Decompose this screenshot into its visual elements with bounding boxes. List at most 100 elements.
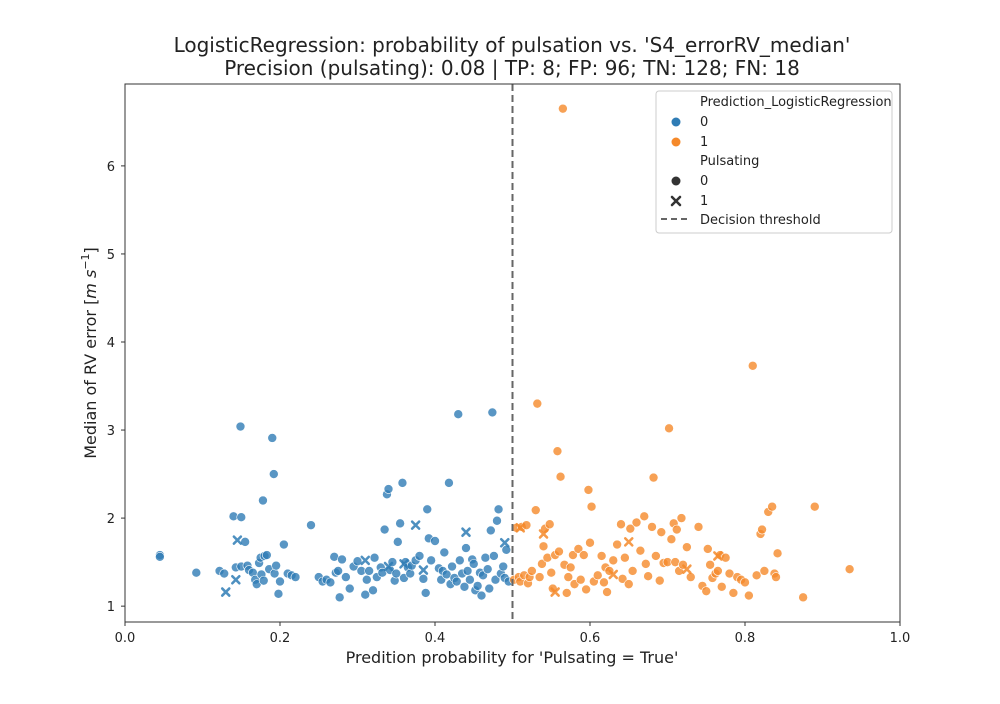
data-point-pulsating xyxy=(682,564,692,574)
data-point xyxy=(555,471,566,482)
data-point xyxy=(447,561,457,572)
data-point xyxy=(391,568,402,579)
legend-marker-pred0 xyxy=(671,117,681,127)
legend-marker-pulsating0 xyxy=(671,176,681,186)
data-point xyxy=(728,588,739,598)
data-point xyxy=(705,559,715,570)
data-point-pulsating xyxy=(232,535,243,545)
data-point xyxy=(701,586,712,596)
legend-label-threshold: Decision threshold xyxy=(700,213,821,228)
data-point xyxy=(532,398,543,409)
data-point xyxy=(333,566,343,576)
data-point xyxy=(716,581,727,592)
data-point xyxy=(771,572,781,582)
data-point xyxy=(236,512,247,523)
data-point xyxy=(713,566,723,576)
data-point xyxy=(262,550,272,560)
data-point xyxy=(498,561,509,572)
data-point-pulsating xyxy=(515,522,526,533)
data-point xyxy=(561,588,572,598)
data-point xyxy=(482,564,493,574)
data-point xyxy=(383,484,394,494)
data-point xyxy=(809,501,820,512)
data-point xyxy=(465,574,475,585)
data-point xyxy=(757,524,767,535)
data-point-pulsating xyxy=(360,555,371,566)
x-tick-label: 0.6 xyxy=(580,631,601,646)
data-point xyxy=(575,574,586,585)
legend-box xyxy=(655,90,893,234)
data-point xyxy=(772,548,783,559)
data-point xyxy=(368,585,378,596)
legend: Prediction_LogisticRegression 0 1 Pulsat… xyxy=(655,90,893,234)
y-tick-label: 5 xyxy=(107,248,115,263)
data-point xyxy=(451,576,462,587)
data-point xyxy=(693,522,704,532)
data-point xyxy=(492,515,502,526)
data-point-pulsating xyxy=(410,520,421,530)
data-point xyxy=(617,574,628,584)
y-axis-label-close: ] xyxy=(81,247,100,253)
data-point xyxy=(612,539,622,550)
data-point xyxy=(751,570,762,581)
plot-area-frame xyxy=(124,83,901,623)
data-point-pulsating xyxy=(538,529,549,539)
data-point xyxy=(414,551,425,561)
data-point xyxy=(578,550,589,560)
data-point xyxy=(258,495,268,506)
data-point xyxy=(267,433,278,443)
data-point xyxy=(527,566,537,576)
data-point xyxy=(563,572,574,582)
data-point xyxy=(306,520,316,530)
y-tick-label: 1 xyxy=(107,600,115,615)
data-point xyxy=(462,566,473,576)
data-point xyxy=(290,572,301,582)
data-point xyxy=(269,568,280,579)
data-point-pulsating xyxy=(220,587,231,597)
chart-subtitle: Precision (pulsating): 0.08 | TP: 8; FP:… xyxy=(224,56,800,80)
data-point xyxy=(627,566,638,576)
data-point xyxy=(360,589,371,600)
data-point xyxy=(643,571,653,582)
data-point xyxy=(583,485,594,495)
x-tick-label: 0.0 xyxy=(115,631,136,646)
data-point xyxy=(275,576,285,587)
data-point xyxy=(654,575,665,586)
data-point xyxy=(235,421,246,432)
legend-label-pulsating1: 1 xyxy=(700,194,708,209)
x-tick-label: 0.4 xyxy=(425,631,446,646)
data-point xyxy=(439,547,450,558)
data-point xyxy=(379,524,390,535)
legend-hue-title: Prediction_LogisticRegression xyxy=(700,95,892,110)
data-point-pulsating xyxy=(383,561,394,572)
data-point xyxy=(279,539,289,550)
data-point xyxy=(344,583,355,594)
data-point xyxy=(596,551,607,561)
data-point xyxy=(585,537,595,548)
legend-label-pulsating0: 0 xyxy=(700,174,708,189)
data-point xyxy=(747,360,758,371)
y-axis-label-main: Median of RV error [ xyxy=(81,299,100,459)
data-point xyxy=(489,551,499,561)
data-point xyxy=(268,469,279,479)
data-point xyxy=(430,536,440,546)
data-point xyxy=(546,567,557,578)
data-point xyxy=(671,524,682,535)
data-point xyxy=(648,472,659,483)
data-point xyxy=(558,103,568,114)
y-axis-label-exponent: −1 xyxy=(79,253,92,269)
data-point xyxy=(369,552,380,563)
data-point xyxy=(485,525,496,536)
data-point xyxy=(664,423,674,434)
legend-marker-pulsating1 xyxy=(670,195,682,207)
data-point xyxy=(191,567,202,578)
data-point xyxy=(420,588,431,598)
legend-label-pred0: 0 xyxy=(700,115,708,130)
data-point xyxy=(608,555,619,566)
data-point xyxy=(798,592,808,603)
data-point xyxy=(552,446,563,456)
data-point xyxy=(444,478,454,488)
x-tick-label: 0.2 xyxy=(270,631,291,646)
